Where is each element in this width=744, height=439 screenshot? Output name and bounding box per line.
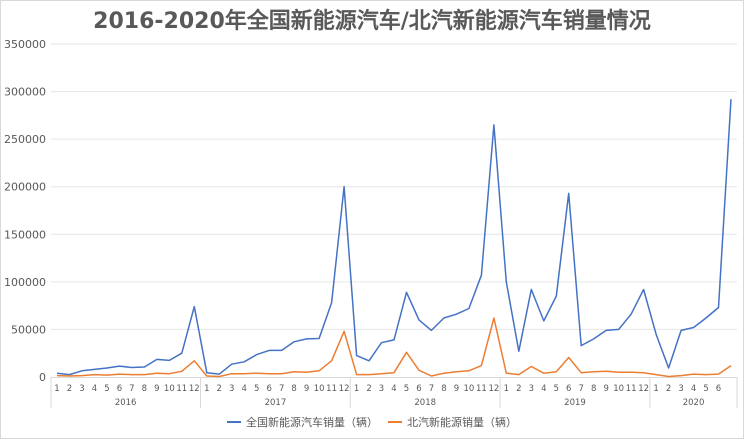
x-month-label: 9 (304, 384, 309, 394)
x-month-label: 10 (164, 384, 175, 394)
x-month-label: 1 (354, 384, 359, 394)
series-line-baic (56, 317, 732, 378)
x-month-label: 11 (326, 384, 337, 394)
line-chart-plot: 0 50000 100000 150000 200000 250000 300000 3500… (4, 38, 738, 408)
legend-line-blue-icon (227, 421, 241, 423)
x-year-label: 2020 (683, 398, 705, 408)
legend-label-national: 全国新能源汽车销量（辆） (246, 416, 378, 429)
x-year-label: 2018 (414, 398, 436, 408)
x-month-label: 2 (666, 384, 671, 394)
x-month-label: 4 (541, 384, 546, 394)
x-month-label: 9 (454, 384, 459, 394)
x-month-label: 1 (204, 384, 209, 394)
x-month-label: 8 (291, 384, 296, 394)
x-year-label: 2017 (265, 398, 287, 408)
chart-title: 2016-2020年全国新能源汽车/北汽新能源汽车销量情况 (93, 9, 651, 34)
x-month-label: 10 (613, 384, 624, 394)
y-tick-label: 150000 (4, 228, 46, 241)
x-year-label: 2019 (564, 398, 586, 408)
legend-item-national: 全国新能源汽车销量（辆） (227, 414, 378, 430)
x-month-label: 6 (266, 384, 271, 394)
x-month-label: 5 (254, 384, 259, 394)
x-month-label: 4 (691, 384, 696, 394)
x-month-label: 2 (516, 384, 521, 394)
legend-line-orange-icon (388, 421, 402, 423)
chart-legend: 全国新能源汽车销量（辆） 北汽新能源销量（辆） (0, 414, 744, 430)
x-month-label: 1 (504, 384, 509, 394)
x-month-label: 11 (176, 384, 187, 394)
legend-item-baic: 北汽新能源销量（辆） (388, 414, 517, 430)
x-month-label: 5 (703, 384, 708, 394)
x-month-label: 2 (67, 384, 72, 394)
x-month-label: 7 (129, 384, 134, 394)
x-month-label: 8 (591, 384, 596, 394)
x-month-label: 12 (488, 384, 499, 394)
y-tick-label: 0 (39, 371, 46, 384)
y-tick-label: 100000 (4, 276, 46, 289)
x-month-label: 3 (678, 384, 683, 394)
x-month-label: 11 (626, 384, 637, 394)
x-month-label: 11 (476, 384, 487, 394)
x-month-label: 3 (229, 384, 234, 394)
x-month-label: 5 (404, 384, 409, 394)
x-month-label: 3 (379, 384, 384, 394)
y-tick-label: 200000 (4, 181, 46, 194)
x-month-label: 8 (142, 384, 147, 394)
x-month-label: 4 (92, 384, 97, 394)
y-tick-label: 350000 (4, 38, 46, 51)
x-month-label: 6 (416, 384, 421, 394)
x-month-label: 7 (579, 384, 584, 394)
y-tick-label: 300000 (4, 86, 46, 99)
x-month-label: 12 (189, 384, 200, 394)
x-month-label: 2 (366, 384, 371, 394)
x-month-label: 6 (566, 384, 571, 394)
x-month-label: 12 (638, 384, 649, 394)
legend-label-baic: 北汽新能源销量（辆） (407, 416, 517, 429)
x-month-label: 5 (554, 384, 559, 394)
x-month-label: 12 (339, 384, 350, 394)
x-month-label: 2 (217, 384, 222, 394)
x-month-label: 1 (54, 384, 59, 394)
x-month-label: 6 (716, 384, 721, 394)
x-month-label: 7 (279, 384, 284, 394)
x-year-label: 2016 (115, 398, 137, 408)
x-month-label: 4 (391, 384, 396, 394)
x-month-label: 3 (79, 384, 84, 394)
series-line-national (56, 99, 732, 376)
x-month-label: 1 (653, 384, 658, 394)
x-month-label: 6 (117, 384, 122, 394)
x-month-label: 7 (429, 384, 434, 394)
y-tick-label: 50000 (11, 323, 46, 336)
y-tick-label: 250000 (4, 133, 46, 146)
x-month-label: 9 (603, 384, 608, 394)
x-month-label: 4 (242, 384, 247, 394)
x-month-label: 8 (441, 384, 446, 394)
x-month-label: 3 (529, 384, 534, 394)
x-month-label: 5 (104, 384, 109, 394)
x-month-label: 10 (463, 384, 474, 394)
x-month-label: 10 (314, 384, 325, 394)
x-month-label: 9 (154, 384, 159, 394)
